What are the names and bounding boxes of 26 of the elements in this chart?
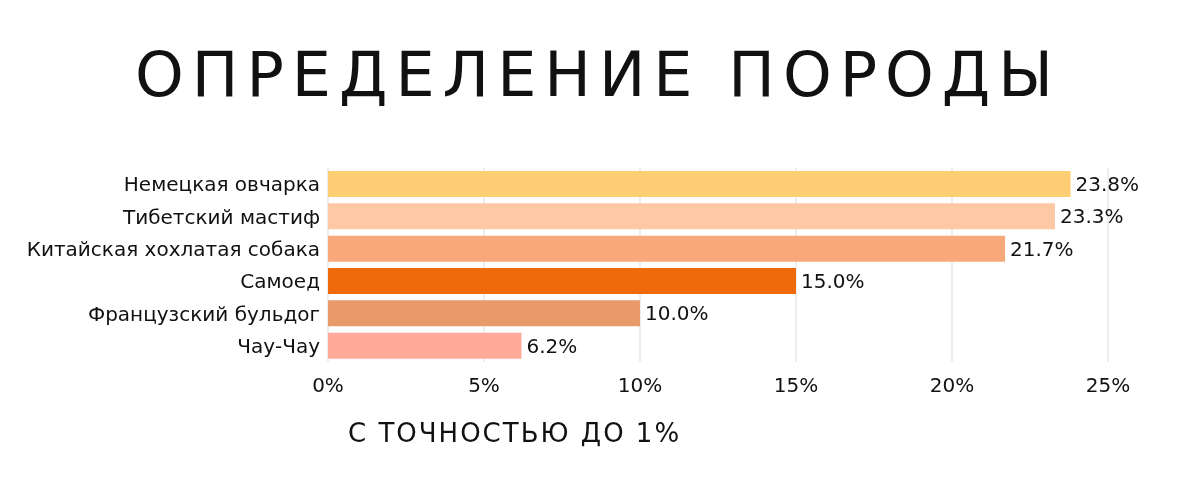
x-tick-label: 25% [1085,373,1131,398]
x-tick-label: 10% [617,373,663,398]
data-label: 10.0% [645,301,709,326]
x-tick-label: 20% [929,373,975,398]
bar [328,300,640,327]
data-label: 15.0% [801,269,865,294]
bar [328,268,796,294]
y-tick-label: Французский бульдог [87,301,320,326]
data-label: 21.7% [1010,236,1074,261]
x-axis-title: С ТОЧНОСТЬЮ ДО 1% [348,418,682,448]
y-tick-label: Чау-Чау [237,333,321,358]
bar [328,171,1071,197]
data-label: 6.2% [526,333,578,358]
data-label: 23.3% [1059,204,1124,229]
y-tick-label: Немецкая овчарка [123,172,320,197]
bar [328,203,1055,230]
x-tick-label: 0% [312,373,344,398]
bar [328,235,1006,262]
x-tick-label: 15% [773,373,819,398]
y-tick-label: Самоед [240,269,320,294]
bar [328,332,522,359]
y-tick-label: Китайская хохлатая собака [26,236,320,261]
chart-title: ОПРЕДЕЛЕНИЕ ПОРОДЫ [134,37,1062,113]
x-tick-label: 5% [468,373,500,398]
data-label: 23.8% [1075,172,1140,197]
y-tick-label: Тибетский мастиф [121,204,320,229]
